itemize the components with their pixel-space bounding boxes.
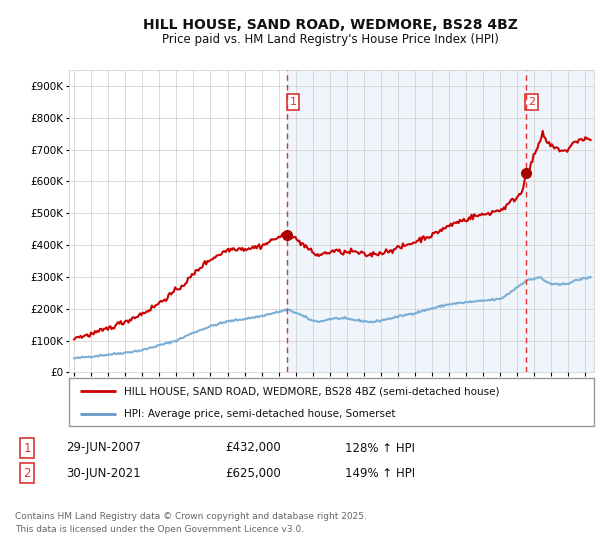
Text: HPI: Average price, semi-detached house, Somerset: HPI: Average price, semi-detached house,… [124,409,395,419]
Text: 29-JUN-2007: 29-JUN-2007 [66,441,141,455]
Text: HILL HOUSE, SAND ROAD, WEDMORE, BS28 4BZ: HILL HOUSE, SAND ROAD, WEDMORE, BS28 4BZ [143,18,517,32]
Text: 2: 2 [23,466,31,480]
Text: £432,000: £432,000 [225,441,281,455]
Text: 128% ↑ HPI: 128% ↑ HPI [345,441,415,455]
Bar [287,70,594,372]
Text: 2: 2 [528,97,535,107]
Text: 1: 1 [23,441,31,455]
Text: HILL HOUSE, SAND ROAD, WEDMORE, BS28 4BZ (semi-detached house): HILL HOUSE, SAND ROAD, WEDMORE, BS28 4BZ… [124,386,500,396]
Text: Price paid vs. HM Land Registry's House Price Index (HPI): Price paid vs. HM Land Registry's House … [161,32,499,46]
Text: 30-JUN-2021: 30-JUN-2021 [66,466,140,480]
Text: Contains HM Land Registry data © Crown copyright and database right 2025.
This d: Contains HM Land Registry data © Crown c… [15,512,367,534]
FancyBboxPatch shape [69,378,594,426]
Text: £625,000: £625,000 [225,466,281,480]
Text: 1: 1 [290,97,296,107]
Text: 149% ↑ HPI: 149% ↑ HPI [345,466,415,480]
